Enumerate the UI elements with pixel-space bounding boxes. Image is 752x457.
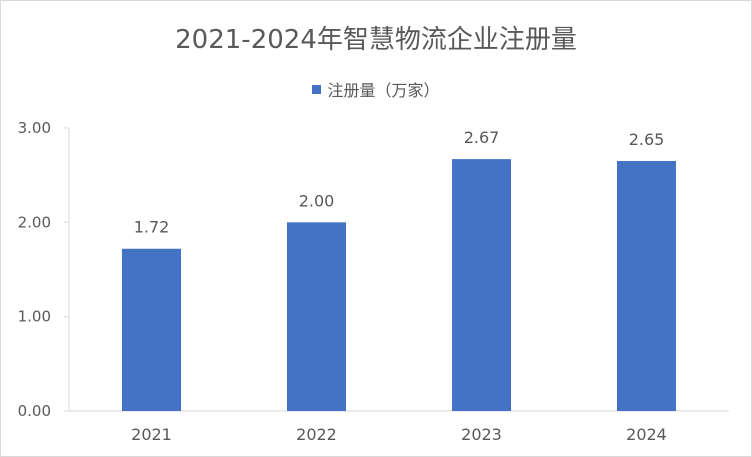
chart-legend: 注册量（万家）	[1, 77, 751, 101]
bar	[617, 161, 676, 411]
y-tick-label: 1.00	[18, 308, 51, 326]
bar	[122, 248, 181, 411]
y-tick-label: 2.00	[18, 213, 51, 231]
x-tick-label: 2021	[131, 425, 172, 444]
legend-swatch	[312, 84, 322, 94]
data-label: 2.67	[464, 128, 500, 147]
legend-label: 注册量（万家）	[327, 81, 440, 100]
data-label: 2.65	[629, 130, 665, 149]
bar	[452, 159, 511, 411]
data-label: 1.72	[134, 218, 170, 237]
x-tick-label: 2022	[296, 425, 337, 444]
data-label: 2.00	[299, 191, 335, 210]
y-tick-label: 3.00	[18, 119, 51, 137]
bar	[287, 222, 346, 411]
x-tick-label: 2024	[626, 425, 667, 444]
y-tick-label: 0.00	[18, 402, 51, 420]
chart-title: 2021-2024年智慧物流企业注册量	[175, 25, 577, 55]
x-tick-label: 2023	[461, 425, 502, 444]
